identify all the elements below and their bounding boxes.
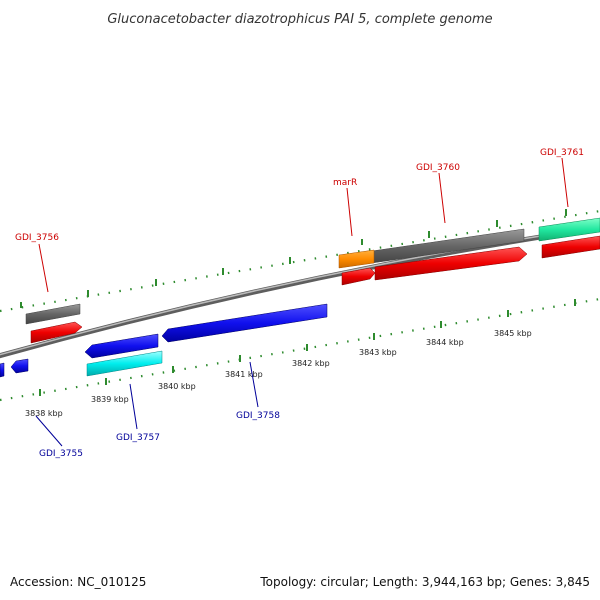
tick-label-3838: 3838 kbp xyxy=(25,409,63,418)
upper-major-ticks xyxy=(20,209,567,308)
upper-tick-row xyxy=(0,209,600,313)
tick-label-3841: 3841 kbp xyxy=(225,370,263,379)
gene-marR-upper[interactable] xyxy=(338,249,375,269)
forward-gene-labels: GDI_3756 marR GDI_3760 GDI_3761 xyxy=(15,148,584,293)
tick-label-3839: 3839 kbp xyxy=(91,395,129,404)
gene-3756[interactable] xyxy=(30,321,83,344)
forward-genes xyxy=(30,217,600,344)
gene-3760[interactable] xyxy=(374,246,528,281)
tick-label-3843: 3843 kbp xyxy=(359,348,397,357)
gene-label-3760: GDI_3760 xyxy=(416,163,460,173)
gene-3761-upper[interactable] xyxy=(538,217,600,242)
forward-grey-features xyxy=(25,228,525,325)
map-title: Gluconacetobacter diazotrophicus PAI 5, … xyxy=(107,12,492,27)
gene-3756-upper-bar[interactable] xyxy=(25,303,81,325)
accession-text: Accession: NC_010125 xyxy=(10,575,147,589)
tick-label-3842: 3842 kbp xyxy=(292,359,330,368)
tick-label-3844: 3844 kbp xyxy=(426,338,464,347)
gene-label-3758: GDI_3758 xyxy=(236,411,280,421)
gene-3761[interactable] xyxy=(541,235,600,259)
gene-label-3756: GDI_3756 xyxy=(15,233,59,243)
gene-3758[interactable] xyxy=(161,303,328,343)
gene-label-3755: GDI_3755 xyxy=(39,449,83,459)
lower-tick-row xyxy=(0,297,600,402)
reverse-gene-labels: GDI_3755 GDI_3757 GDI_3758 xyxy=(35,361,280,459)
genome-summary-text: Topology: circular; Length: 3,944,163 bp… xyxy=(260,575,590,589)
gene-3755-b[interactable] xyxy=(10,358,29,374)
tick-label-3845: 3845 kbp xyxy=(494,329,532,338)
gene-3757-upper[interactable] xyxy=(84,333,159,359)
gene-3755-a[interactable] xyxy=(0,362,5,378)
gene-label-3761: GDI_3761 xyxy=(540,148,584,158)
gene-label-3757: GDI_3757 xyxy=(116,433,160,443)
gene-3757[interactable] xyxy=(86,350,163,377)
tick-label-3840: 3840 kbp xyxy=(158,382,196,391)
gene-label-marR: marR xyxy=(333,178,357,188)
reverse-genes xyxy=(0,303,328,378)
gene-marR[interactable] xyxy=(341,267,376,286)
lower-major-ticks xyxy=(39,299,576,396)
